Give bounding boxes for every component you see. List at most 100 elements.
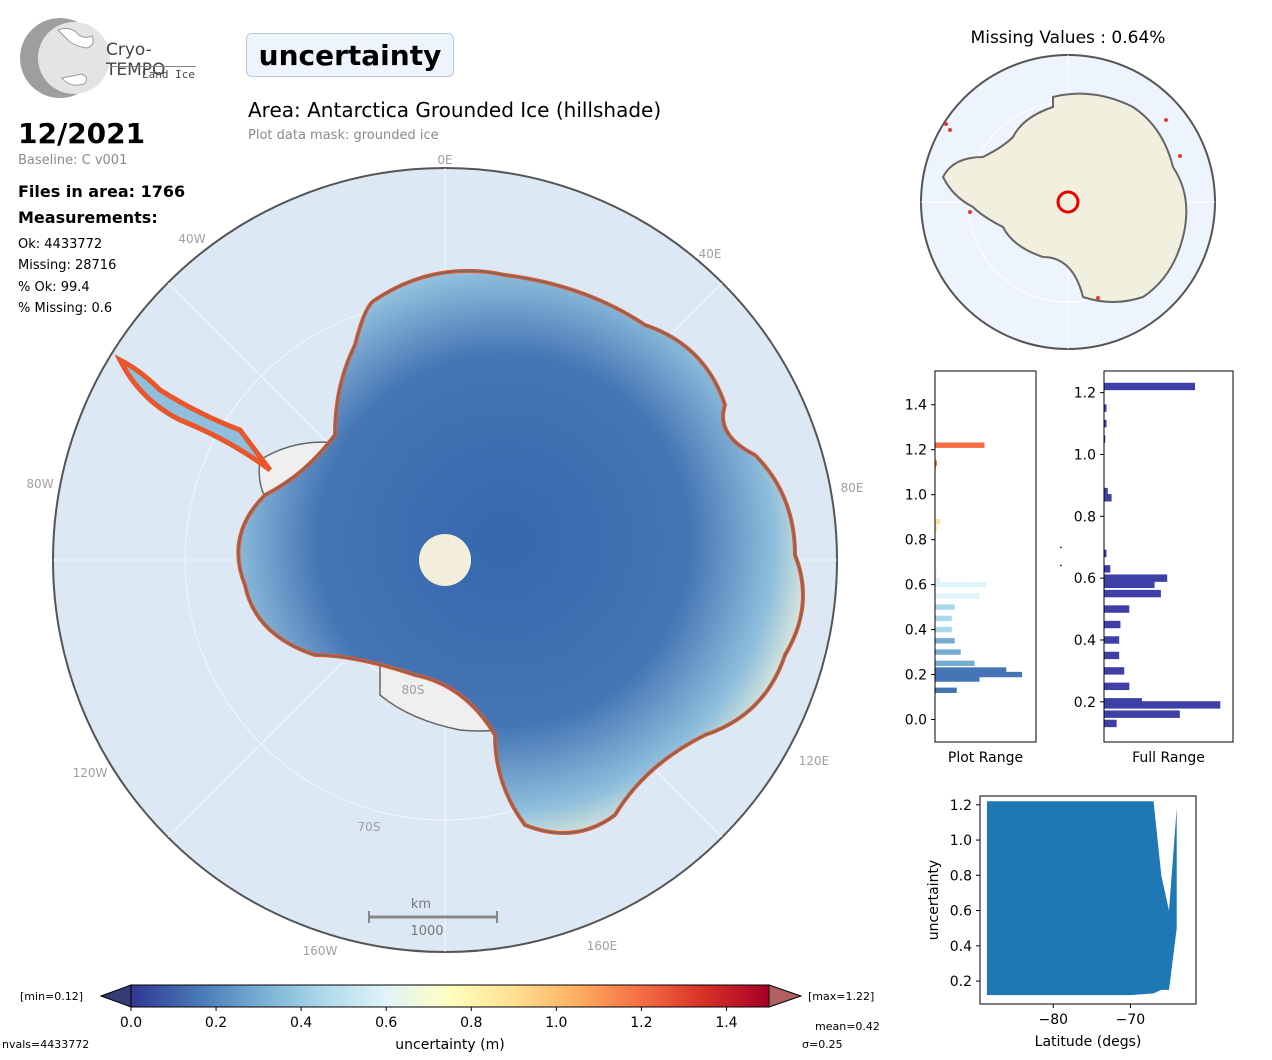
histogram-bar [935,615,952,622]
histogram-bar [935,581,987,588]
y-tick-label: 1.2 [1074,386,1096,402]
logo-mark [20,18,110,98]
pct-ok: % Ok: 99.4 [18,280,90,295]
y-tick-label: 0.2 [950,974,972,990]
area-title: Area: Antarctica Grounded Ice (hillshade… [248,98,662,122]
histogram-bar [935,687,957,693]
latitude-scatter: 0.2 0.4 0.6 0.8 1.0 1.2 −80 −70 Latitude (degs) u… [926,795,1197,1050]
histogram-bar [1104,710,1180,718]
y-tick-label: 0.0 [905,713,927,729]
y-tick-label: 0.4 [905,623,927,639]
y-tick-label: 0.8 [950,868,972,884]
mask-note: Plot data mask: grounded ice [248,128,439,143]
logo: Cryo-TEMPO Land Ice [18,16,208,100]
parameter-title: uncertainty [246,33,454,77]
histogram-bar [1104,494,1112,502]
x-axis-label: Full Range [1132,750,1205,766]
colorbar-min-label: [min=0.12] [20,990,83,1003]
y-tick-label: 0.6 [1074,571,1096,587]
histogram-bar [935,593,980,599]
y-tick-label: 0.4 [1074,633,1096,649]
y-tick-label: 0.4 [950,939,972,955]
histogram-bar [935,649,961,655]
histogram-bar [1104,574,1168,582]
plot-frame [934,370,1037,743]
lon-label: 40E [699,247,722,261]
nvals-stat: nvals=4433772 [2,1038,90,1051]
histogram-bar [1104,589,1161,598]
logo-name: Cryo-TEMPO [106,40,166,80]
plot-range-histogram: 0.0 0.2 0.4 0.6 0.8 1.0 1.2 1.4 Plot Range [905,370,1037,766]
plot-frame [1103,370,1234,743]
histogram-bar [935,460,937,466]
colorbar-tick-label: 1.2 [630,1015,652,1031]
y-tick-label: 0.8 [905,533,927,549]
histogram-bar [1104,719,1117,728]
lon-label: 80W [26,477,53,491]
colorbar-tick-label: 1.4 [715,1015,737,1031]
histogram-bar [935,667,1007,673]
missing-values-map [920,54,1216,350]
y-tick-label: 0.6 [905,578,927,594]
lon-label: 160W [303,944,338,958]
scale-unit: km [411,897,431,912]
histogram-bar [1104,636,1120,644]
antarctic-peninsula [114,354,272,473]
y-axis-label: uncertainty [926,860,942,940]
antarctica-map[interactable]: 0E 40E 80E 120E 160E 160W 120W 80W 40W 8… [0,150,880,970]
colorbar: 0.0 0.2 0.4 0.6 0.8 1.0 1.2 1.4 uncertainty (m) [… [20,984,874,1053]
colorbar-gradient [130,984,770,1008]
colorbar-tick-label: 0.8 [460,1015,482,1031]
histogram-bar [1104,549,1107,558]
colorbar-tick-label: 0.4 [290,1015,312,1031]
lon-label: 80E [841,481,864,495]
pct-missing: % Missing: 0.6 [18,301,113,316]
lon-label: 0E [437,153,452,167]
logo-divider [110,66,196,67]
y-tick-label: 0.8 [1074,509,1096,525]
inset-title: Missing Values : 0.64% [970,28,1166,48]
histogram-bar [1104,605,1130,613]
histogram-bar [935,518,940,525]
pole-ring [1056,190,1080,214]
colorbar-max-label: [max=1.22] [808,990,874,1003]
coastline [237,270,804,834]
y-tick-label: 0.2 [1074,695,1096,711]
y-axis-label: (m) [1060,544,1064,569]
colorbar-label: uncertainty (m) [395,1037,504,1053]
lon-label: 120E [799,754,830,768]
scale-value: 1000 [410,924,443,939]
lon-label: 160E [587,939,618,953]
missing-markers [944,118,1182,300]
scatter-points [986,801,1177,996]
colorbar-tick-label: 0.2 [205,1015,227,1031]
date-label: 12/2021 [18,117,146,150]
colorbar-min-arrow [99,984,132,1008]
histogram-bar [935,442,985,448]
x-axis-label: Plot Range [948,750,1023,766]
missing-count: Missing: 28716 [18,258,117,273]
histogram-bar [1104,651,1120,660]
histogram-bar [1104,667,1125,675]
mean-stat: mean=0.42 [815,1020,880,1033]
logo-subtitle: Land Ice [142,68,195,81]
histogram-bar [1104,382,1196,391]
x-tick-label: −70 [1116,1012,1146,1028]
y-tick-label: 0.2 [905,668,927,684]
lon-label: 40W [178,232,205,246]
histogram-bar [935,660,975,667]
y-tick-label: 1.2 [905,443,927,459]
colorbar-tick-label: 0.6 [375,1015,397,1031]
histogram-bar [1104,620,1121,629]
x-axis-label: Latitude (degs) [1035,1034,1142,1050]
histogram-bar [1104,682,1130,691]
y-tick-label: 1.0 [1074,447,1096,463]
sigma-stat: σ=0.25 [802,1038,843,1051]
histogram-bar [1104,701,1221,709]
colorbar-max-arrow [768,984,803,1008]
y-tick-label: 0.6 [950,904,972,920]
scale-bar: km 1000 [368,897,498,939]
histogram-bar [935,626,952,633]
lat-label: 70S [358,820,381,834]
histogram-bar [1104,698,1142,706]
